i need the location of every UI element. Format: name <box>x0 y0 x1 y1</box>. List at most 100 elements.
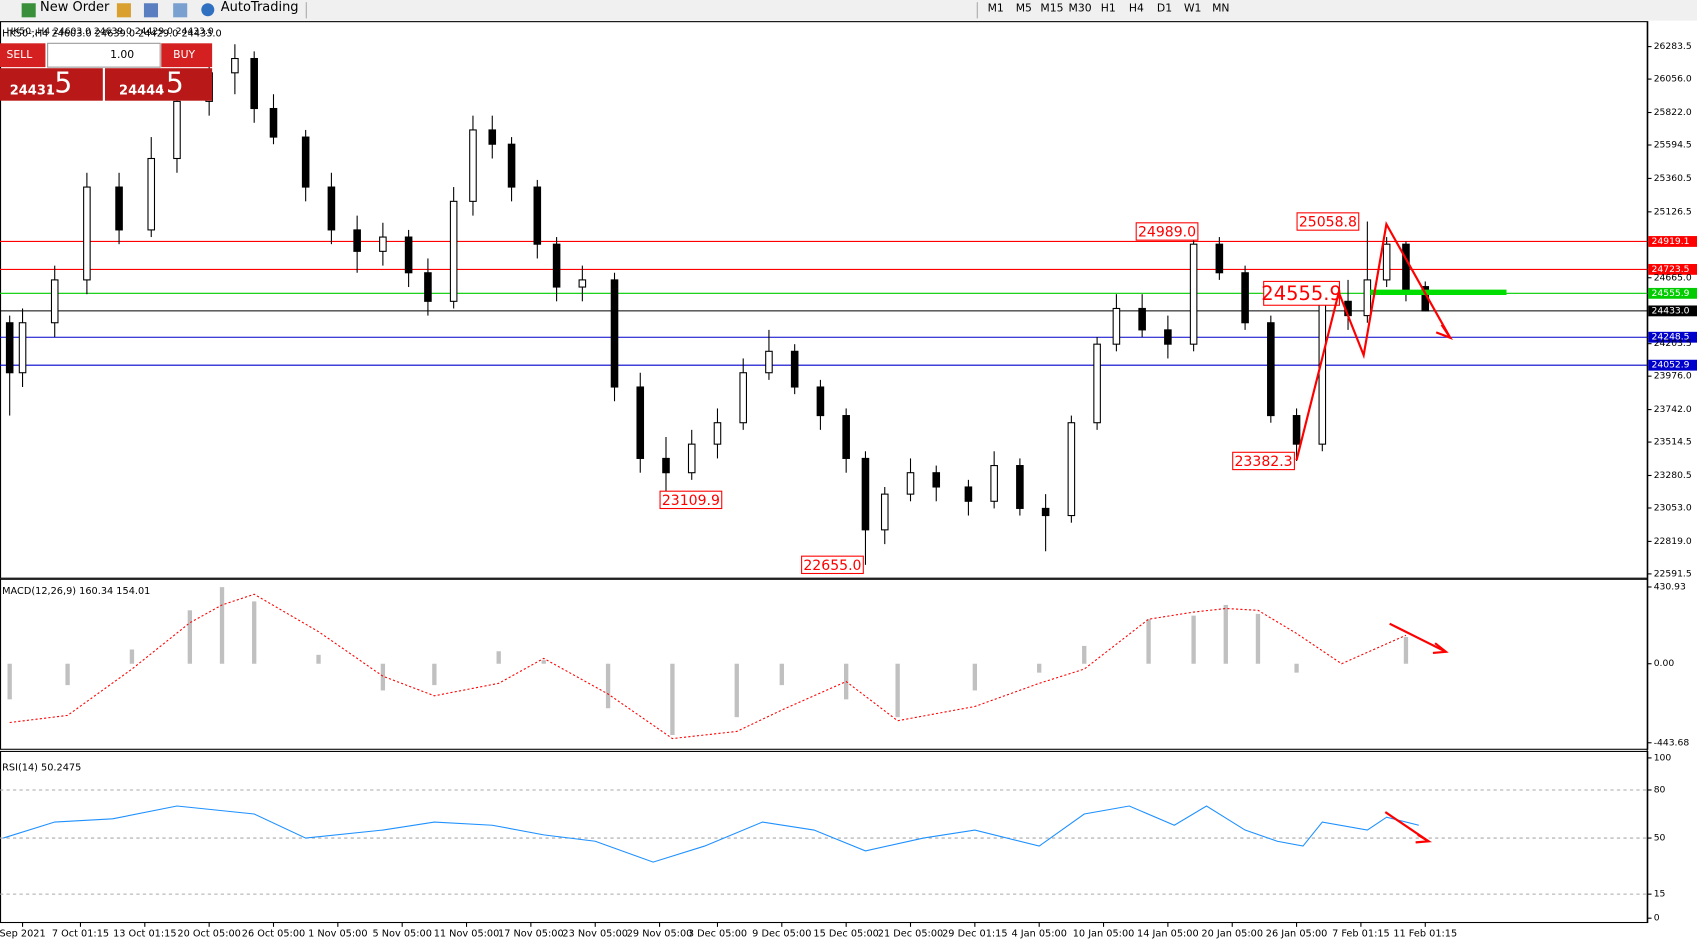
period-button[interactable]: D1 <box>1157 2 1172 15</box>
period-button[interactable]: M5 <box>1016 2 1032 15</box>
candle-body <box>269 107 278 138</box>
x-tick-label: 20 Jan 05:00 <box>1201 928 1263 939</box>
period-button[interactable]: H4 <box>1129 2 1144 15</box>
x-tick-label: 4 Jan 05:00 <box>1011 928 1066 939</box>
lots[interactable]: 1.00 <box>110 48 134 61</box>
macd-histogram <box>7 663 12 700</box>
macd-histogram <box>1255 613 1261 664</box>
candle-body <box>1215 243 1224 274</box>
macd-signal <box>9 593 1407 740</box>
macd-histogram <box>605 663 611 709</box>
candle-body <box>1138 307 1146 331</box>
buy-label[interactable]: BUY <box>173 48 195 61</box>
candle-body <box>301 136 310 188</box>
period-button[interactable]: MN <box>1212 2 1229 15</box>
period-button[interactable]: W1 <box>1184 2 1202 15</box>
period-button[interactable]: H1 <box>1101 2 1116 15</box>
icon[interactable] <box>116 3 131 18</box>
macd-histogram <box>895 663 900 718</box>
candle-body <box>932 472 941 488</box>
indicator-title: MACD(12,26,9) 160.34 154.01 <box>2 586 150 597</box>
annotation-box <box>1296 212 1360 231</box>
x-tick-label: 14 Jan 05:00 <box>1137 928 1199 939</box>
toolbar-items: New Order AutoTrading <box>21 0 978 19</box>
y-tick-label: 23742.0 <box>1654 404 1692 415</box>
chart-title: HK50-,H4 24603.0 24639.0 24429.0 24433.0 <box>6 26 213 37</box>
ask: 24444 <box>119 83 164 98</box>
drawn-arrow <box>1389 622 1447 653</box>
sell-button[interactable] <box>0 43 46 68</box>
price-level-tag <box>1648 236 1697 247</box>
candle-body <box>379 236 387 252</box>
new-order[interactable]: New Order <box>40 0 110 15</box>
y-tick-label: 430.93 <box>1654 581 1686 592</box>
candle-body <box>327 186 336 231</box>
y-tick-label: 26056.0 <box>1654 74 1692 85</box>
y-tick-label: 23053.0 <box>1654 502 1692 513</box>
x-tick-label: 9 Dec 05:00 <box>752 928 811 939</box>
macd-histogram <box>541 660 546 664</box>
lots-input[interactable] <box>47 42 161 68</box>
candle-body <box>662 457 670 474</box>
candle-body <box>1067 422 1076 517</box>
x-tick-label: 21 Dec 05:00 <box>878 928 943 939</box>
y-tick-label: 22819.0 <box>1654 536 1692 547</box>
candle-body <box>424 272 432 302</box>
x-tick-label: Sep 2021 <box>0 928 46 939</box>
candle-body <box>1363 279 1372 317</box>
candle-body <box>1241 272 1249 324</box>
x-tick-label: 7 Oct 01:15 <box>52 928 109 939</box>
bid-box[interactable] <box>0 68 103 101</box>
candle-body <box>1318 300 1327 445</box>
x-tick-label: 5 Nov 05:00 <box>372 928 431 939</box>
x-tick-label: 26 Jan 05:00 <box>1266 928 1328 939</box>
macd-histogram <box>779 663 784 686</box>
x-tick-label: 26 Oct 05:00 <box>242 928 305 939</box>
x-tick-label: 10 Jan 05:00 <box>1073 928 1135 939</box>
icon[interactable] <box>143 3 159 18</box>
candle-body <box>469 129 477 202</box>
icon[interactable] <box>173 3 188 18</box>
macd-histogram <box>252 601 257 664</box>
x-tick-label: 20 Oct 05:00 <box>177 928 240 939</box>
candle-body <box>1164 329 1172 345</box>
candle-body <box>1189 243 1198 345</box>
candle-body <box>880 493 889 531</box>
y-tick-label: 24665.0 <box>1654 272 1692 283</box>
period-button[interactable]: M15 <box>1040 2 1063 15</box>
candle-body <box>250 57 258 110</box>
candle-body <box>83 186 91 281</box>
period-button[interactable]: M1 <box>988 2 1004 15</box>
candle-body <box>1382 243 1391 281</box>
macd-histogram <box>1403 637 1409 664</box>
x-tick-label: 1 Nov 05:00 <box>308 928 367 939</box>
price-level-label: 24555.9 <box>1652 288 1690 299</box>
price-level-tag <box>1648 263 1697 275</box>
macd-histogram <box>972 663 978 691</box>
x-tick-label: 13 Oct 01:15 <box>113 928 176 939</box>
annotation-label: 23109.9 <box>662 493 720 509</box>
candle-body <box>18 322 27 374</box>
price-level-label: 24248.5 <box>1652 332 1690 343</box>
macd-histogram <box>1294 663 1299 673</box>
ask-box[interactable] <box>104 68 213 101</box>
x-tick-label: 15 Dec 05:00 <box>813 928 878 939</box>
autotrading-icon[interactable] <box>201 3 215 17</box>
buy-button[interactable] <box>161 43 213 68</box>
y-tick-label: 0 <box>1654 913 1660 924</box>
candle-body <box>507 143 516 188</box>
candle-body <box>1016 465 1024 509</box>
indicator-title: HK50-,H4 24603.0 24639.0 24429.0 24433.0 <box>2 29 222 40</box>
sell-label[interactable]: SELL <box>6 48 32 61</box>
macd-histogram <box>1191 615 1196 664</box>
autotrading[interactable]: AutoTrading <box>221 0 299 15</box>
y-tick-label: 0.00 <box>1654 658 1675 669</box>
trade-panel: SELL 1.00 BUY 24431 .5 24444 .5 <box>0 42 213 101</box>
annotation-label: 24989.0 <box>1138 225 1196 241</box>
new-order-icon[interactable] <box>21 3 36 18</box>
x-tick-label: 23 Nov 05:00 <box>562 928 628 939</box>
candle-body <box>449 200 458 302</box>
candle-body <box>147 157 156 231</box>
period-button[interactable]: M30 <box>1069 2 1092 15</box>
drawn-arrow <box>1432 642 1449 654</box>
